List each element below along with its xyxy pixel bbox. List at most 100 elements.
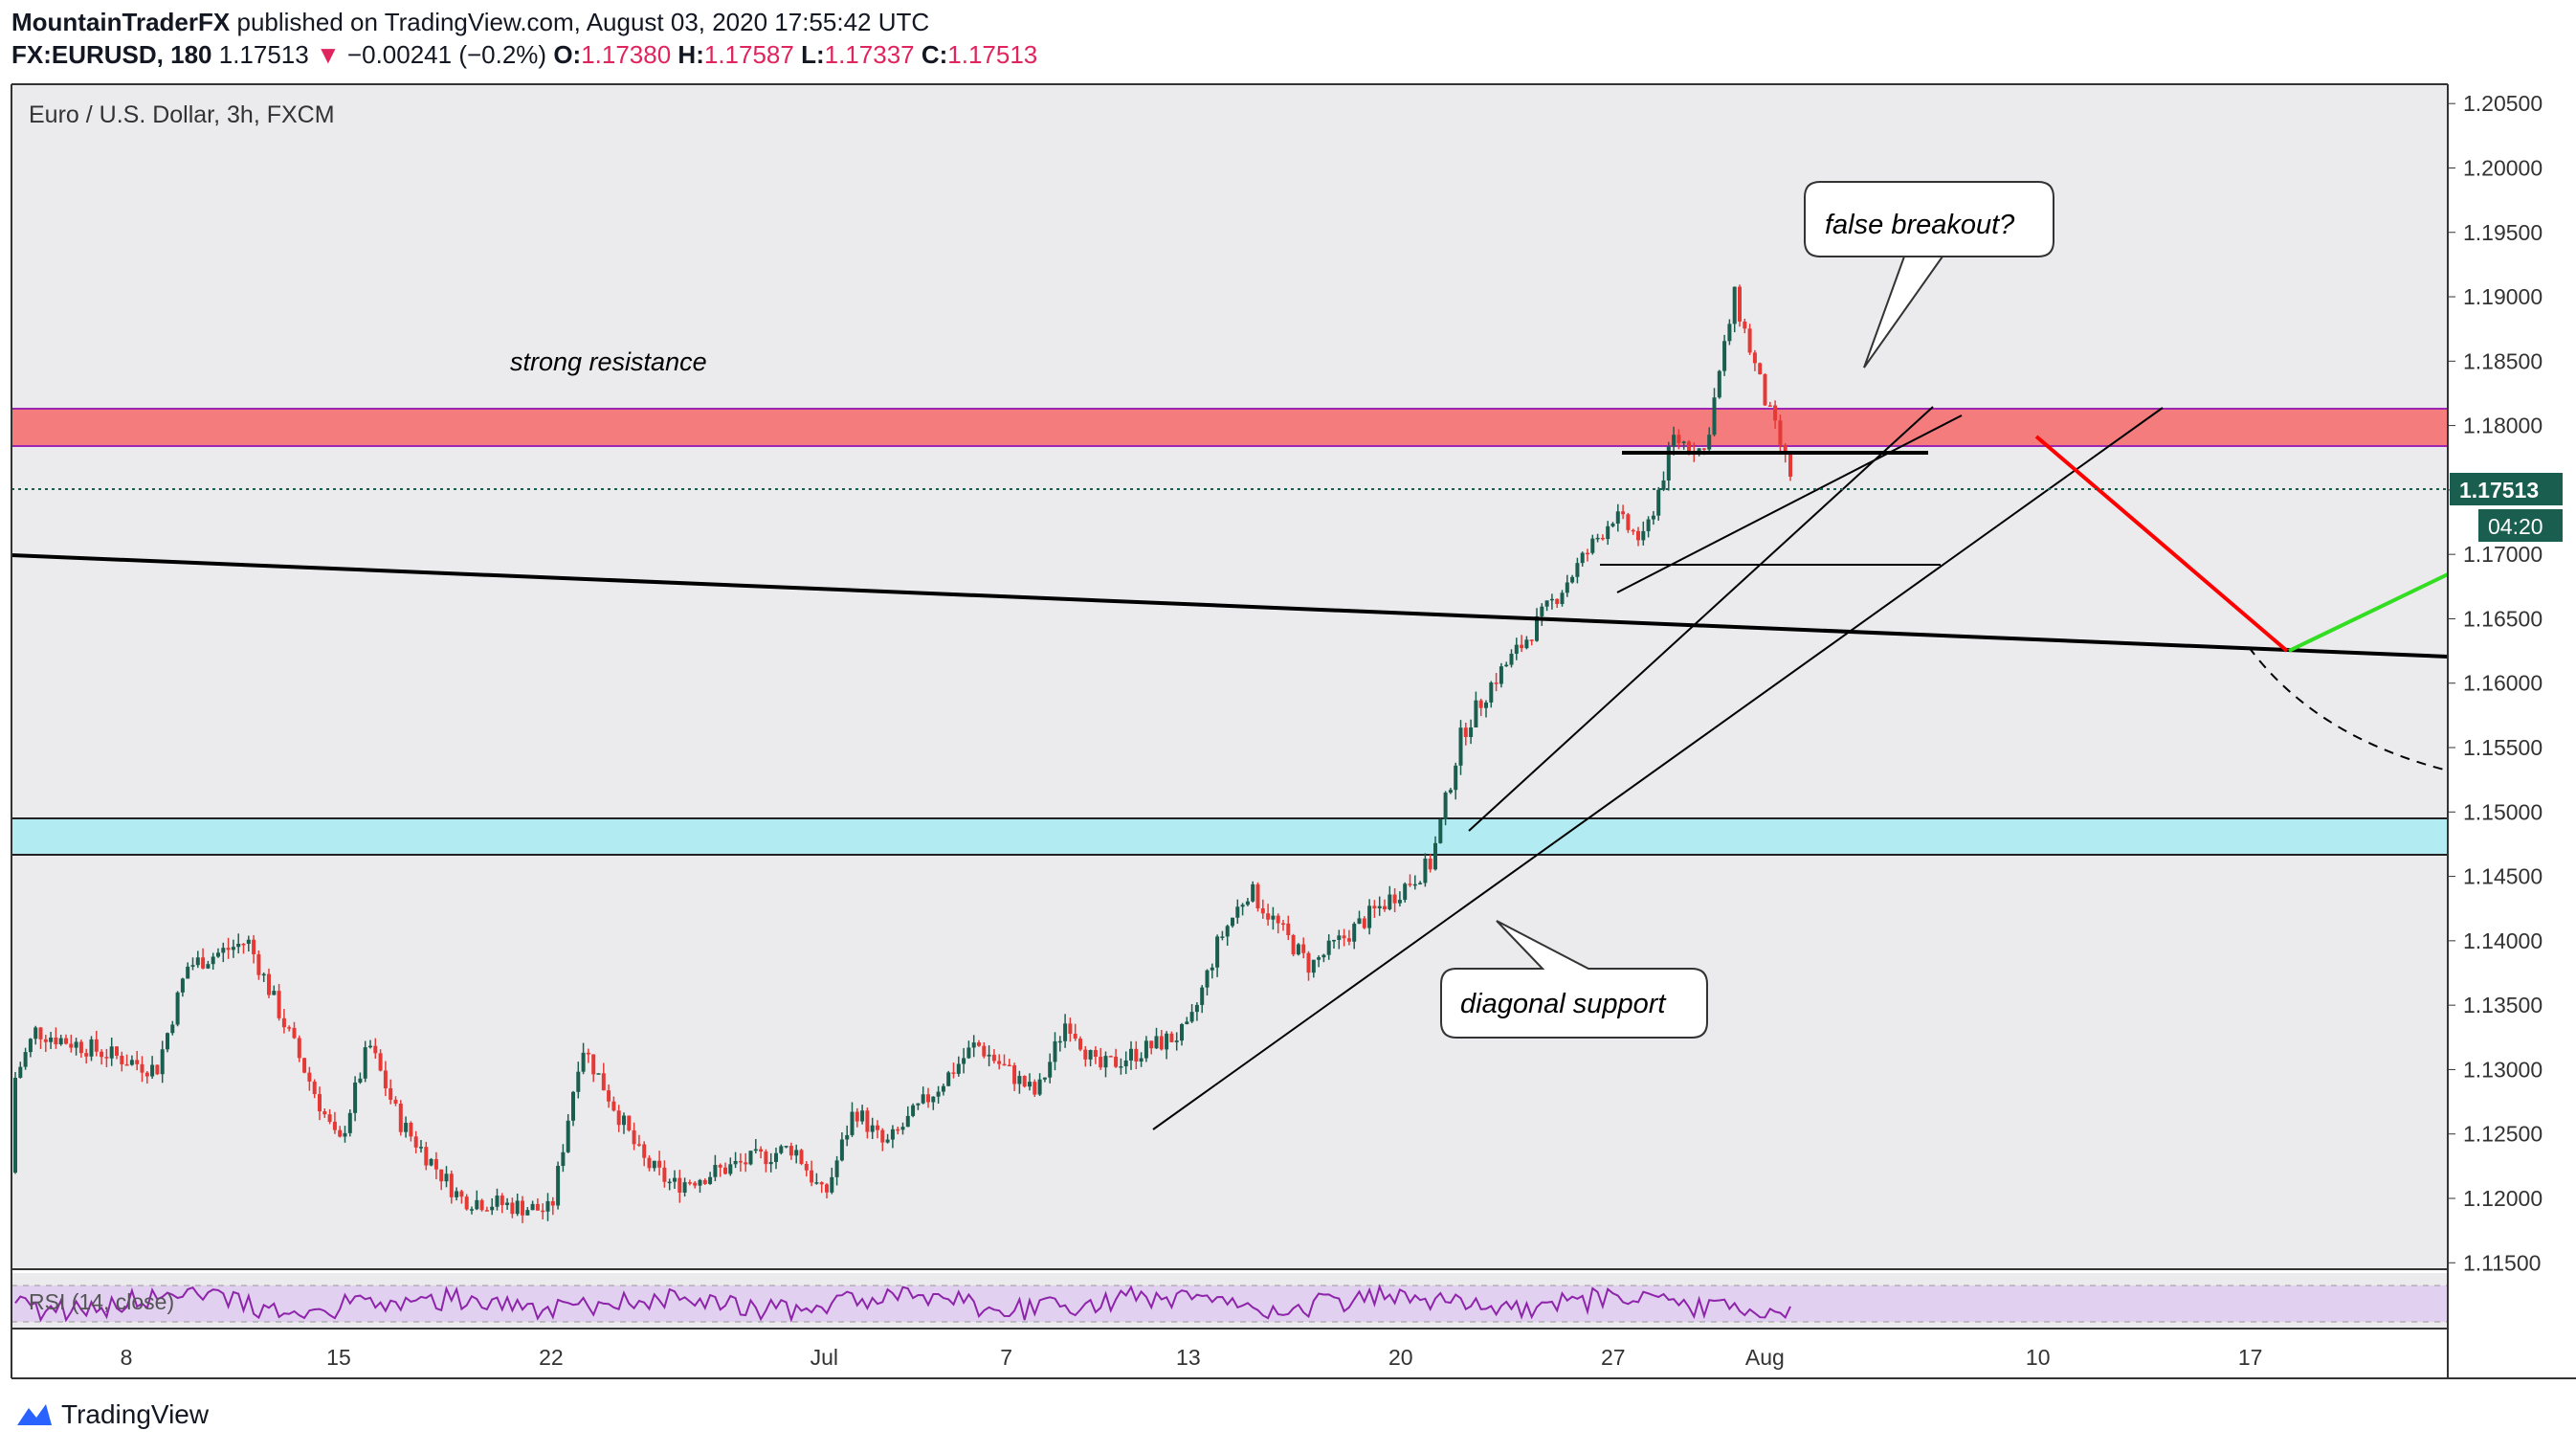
candle-body[interactable] [302, 1058, 307, 1073]
candle-body[interactable] [1631, 529, 1635, 532]
candle-body[interactable] [211, 956, 215, 965]
candle-body[interactable] [748, 1151, 753, 1165]
candle-body[interactable] [723, 1167, 727, 1174]
candle-body[interactable] [1042, 1077, 1047, 1080]
candle-body[interactable] [946, 1072, 951, 1086]
candle-body[interactable] [43, 1039, 48, 1042]
candle-body[interactable] [1260, 907, 1265, 914]
candle-body[interactable] [1033, 1082, 1037, 1095]
candle-body[interactable] [1271, 915, 1276, 920]
candle-body[interactable] [1732, 286, 1737, 324]
candle-body[interactable] [545, 1200, 550, 1212]
candle-body[interactable] [140, 1063, 144, 1073]
candle-body[interactable] [926, 1094, 930, 1103]
candle-body[interactable] [94, 1039, 99, 1052]
candle-body[interactable] [941, 1085, 945, 1092]
candle-body[interactable] [814, 1182, 819, 1184]
candle-body[interactable] [1372, 905, 1377, 908]
candle-body[interactable] [627, 1115, 632, 1130]
candle-body[interactable] [470, 1209, 474, 1211]
candle-body[interactable] [246, 939, 251, 944]
candle-body[interactable] [698, 1179, 702, 1186]
candle-body[interactable] [662, 1167, 667, 1182]
candle-body[interactable] [1362, 918, 1366, 928]
candle-body[interactable] [129, 1060, 134, 1065]
candle-body[interactable] [1154, 1036, 1159, 1049]
main-pane[interactable] [11, 84, 2448, 1269]
candle-body[interactable] [1123, 1060, 1128, 1067]
candle-body[interactable] [1433, 842, 1437, 870]
candle-body[interactable] [1301, 944, 1306, 953]
candle-body[interactable] [1681, 441, 1686, 443]
candle-body[interactable] [921, 1094, 925, 1104]
candle-body[interactable] [1666, 446, 1671, 481]
candle-body[interactable] [1615, 511, 1620, 524]
candle-body[interactable] [1266, 913, 1271, 920]
candle-body[interactable] [287, 1027, 292, 1029]
candle-body[interactable] [484, 1210, 489, 1212]
candle-body[interactable] [479, 1199, 484, 1211]
candle-body[interactable] [120, 1055, 124, 1064]
candle-body[interactable] [905, 1115, 910, 1128]
candle-body[interactable] [1752, 352, 1757, 364]
candle-body[interactable] [1626, 514, 1631, 530]
candle-body[interactable] [1514, 644, 1519, 654]
candle-body[interactable] [1656, 489, 1661, 516]
candle-body[interactable] [1489, 682, 1494, 703]
candle-body[interactable] [327, 1114, 332, 1122]
candle-body[interactable] [607, 1090, 611, 1102]
candle-body[interactable] [1595, 537, 1600, 540]
candle-body[interactable] [216, 952, 220, 957]
strong-resistance-label[interactable]: strong resistance [510, 347, 707, 376]
candle-body[interactable] [241, 943, 246, 946]
candle-body[interactable] [1544, 600, 1549, 607]
candle-body[interactable] [1245, 901, 1250, 905]
candle-body[interactable] [601, 1073, 606, 1091]
candle-body[interactable] [677, 1177, 682, 1193]
candle-body[interactable] [332, 1121, 337, 1130]
candle-body[interactable] [794, 1150, 799, 1156]
candle-body[interactable] [1251, 883, 1255, 902]
candle-body[interactable] [865, 1110, 870, 1132]
candle-body[interactable] [1388, 894, 1392, 909]
candle-body[interactable] [738, 1160, 743, 1163]
candle-body[interactable] [1565, 582, 1569, 593]
candle-body[interactable] [1606, 525, 1610, 540]
candle-body[interactable] [500, 1196, 504, 1205]
candle-body[interactable] [1555, 598, 1560, 605]
candle-body[interactable] [1317, 957, 1321, 960]
candle-body[interactable] [845, 1134, 850, 1140]
candle-body[interactable] [1423, 858, 1428, 883]
candle-body[interactable] [1185, 1021, 1189, 1025]
candle-body[interactable] [1276, 915, 1280, 924]
candle-body[interactable] [830, 1176, 834, 1193]
candle-body[interactable] [490, 1206, 495, 1211]
candle-body[interactable] [13, 1077, 17, 1174]
candle-body[interactable] [510, 1202, 515, 1215]
candle-body[interactable] [632, 1129, 636, 1145]
candle-body[interactable] [1758, 363, 1763, 375]
candle-body[interactable] [652, 1160, 656, 1169]
candle-body[interactable] [784, 1146, 788, 1148]
candle-body[interactable] [343, 1132, 347, 1137]
candle-body[interactable] [1342, 935, 1346, 939]
candle-body[interactable] [1291, 934, 1296, 955]
candle-body[interactable] [1165, 1033, 1169, 1050]
candle-body[interactable] [1169, 1033, 1174, 1042]
candle-body[interactable] [180, 978, 185, 993]
candle-body[interactable] [1281, 923, 1285, 926]
candle-body[interactable] [687, 1182, 692, 1184]
candle-body[interactable] [1180, 1024, 1184, 1041]
candle-body[interactable] [170, 1024, 175, 1034]
candle-body[interactable] [312, 1081, 317, 1095]
candle-body[interactable] [100, 1051, 104, 1058]
candle-body[interactable] [1463, 727, 1468, 738]
candle-body[interactable] [1540, 606, 1544, 616]
candle-body[interactable] [404, 1123, 409, 1132]
candle-body[interactable] [1636, 530, 1640, 541]
candle-body[interactable] [353, 1082, 358, 1113]
candle-body[interactable] [1520, 644, 1524, 649]
candle-body[interactable] [561, 1151, 566, 1167]
candle-body[interactable] [1017, 1076, 1022, 1084]
candle-body[interactable] [1093, 1050, 1098, 1058]
